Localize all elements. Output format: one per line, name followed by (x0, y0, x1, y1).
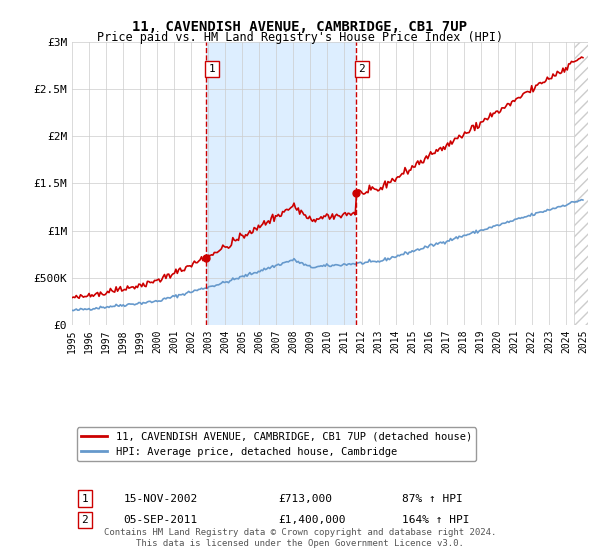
Text: £713,000: £713,000 (278, 494, 332, 504)
Text: 2: 2 (359, 64, 365, 74)
Text: Price paid vs. HM Land Registry's House Price Index (HPI): Price paid vs. HM Land Registry's House … (97, 31, 503, 44)
Text: 1: 1 (209, 64, 215, 74)
Text: 05-SEP-2011: 05-SEP-2011 (124, 515, 198, 525)
Text: 1: 1 (82, 494, 88, 504)
Bar (206, 42, 356, 325)
Text: Contains HM Land Registry data © Crown copyright and database right 2024.
This d: Contains HM Land Registry data © Crown c… (104, 528, 496, 548)
Text: 87% ↑ HPI: 87% ↑ HPI (402, 494, 463, 504)
Text: £1,400,000: £1,400,000 (278, 515, 346, 525)
Text: 11, CAVENDISH AVENUE, CAMBRIDGE, CB1 7UP: 11, CAVENDISH AVENUE, CAMBRIDGE, CB1 7UP (133, 20, 467, 34)
Text: 2: 2 (82, 515, 88, 525)
Text: 164% ↑ HPI: 164% ↑ HPI (402, 515, 470, 525)
Bar (574, 42, 588, 325)
Legend: 11, CAVENDISH AVENUE, CAMBRIDGE, CB1 7UP (detached house), HPI: Average price, d: 11, CAVENDISH AVENUE, CAMBRIDGE, CB1 7UP… (77, 427, 476, 461)
Text: 15-NOV-2002: 15-NOV-2002 (124, 494, 198, 504)
